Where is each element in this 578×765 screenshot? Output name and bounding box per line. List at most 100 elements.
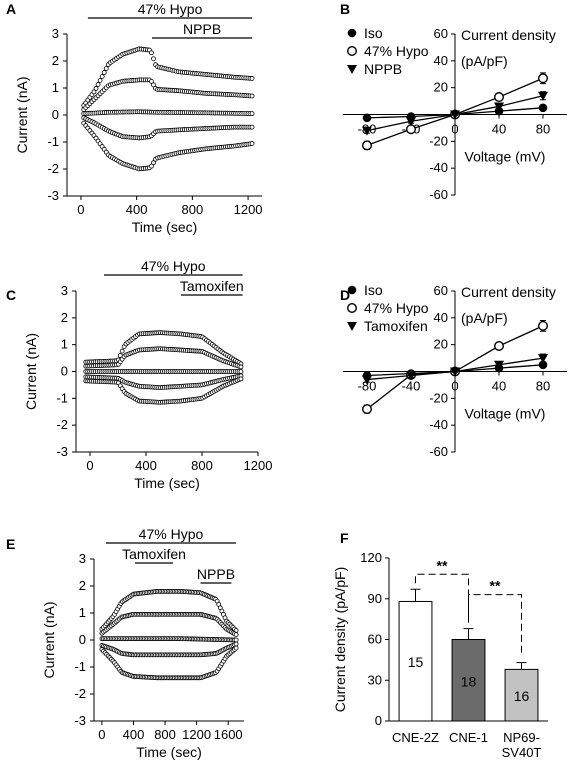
- x-tick-label: 0: [98, 727, 105, 742]
- legend-entry: Tamoxifen: [364, 318, 428, 334]
- data-point: [347, 285, 357, 295]
- data-point: [406, 124, 417, 135]
- y-tick-label: -20: [429, 133, 448, 148]
- x-axis-label: Voltage (mV): [465, 149, 546, 165]
- x-tick-label: 1200: [244, 458, 273, 473]
- x-tick-label: 800: [154, 727, 176, 742]
- trace-point: [249, 124, 255, 130]
- trace-point: [238, 369, 244, 374]
- trace-point: [119, 348, 125, 354]
- y-tick-label: -2: [56, 417, 68, 432]
- legend-entry: 47% Hypo: [364, 43, 429, 59]
- x-tick-label: 0: [86, 458, 93, 473]
- trace-point: [93, 86, 99, 91]
- panel-label-E: E: [6, 536, 15, 552]
- y-tick-label: 60: [434, 283, 448, 298]
- x-tick-label: -80: [358, 379, 377, 394]
- y-tick-label: 2: [61, 310, 68, 325]
- trace-point: [233, 641, 239, 647]
- bar: [398, 600, 433, 722]
- y-tick-label: -1: [74, 659, 86, 674]
- x-axis-label: Time (sec): [132, 219, 198, 235]
- x-axis-label: Time (sec): [136, 744, 202, 760]
- data-point: [362, 113, 372, 123]
- y-tick-label: -60: [429, 444, 448, 459]
- x-tick-label: 80: [536, 379, 550, 394]
- data-point: [494, 360, 504, 370]
- y-tick-label: -40: [429, 160, 448, 175]
- trace-point: [151, 160, 156, 166]
- legend-entry: Iso: [364, 25, 383, 41]
- y-tick-label: 90: [368, 591, 382, 606]
- x-tick-label: 40: [492, 379, 506, 394]
- trace-point: [151, 56, 156, 62]
- treatment-label: 47% Hypo: [138, 1, 203, 17]
- y-tick-label: -20: [429, 390, 448, 405]
- treatment-label: Tamoxifen: [122, 546, 186, 562]
- data-point: [538, 354, 548, 364]
- trace-point: [249, 141, 255, 146]
- data-point: [347, 65, 357, 74]
- panel-label-F: F: [340, 530, 349, 546]
- trace-point: [151, 82, 156, 88]
- y-tick-label: 120: [360, 550, 382, 565]
- treatment-label: NPPB: [183, 21, 221, 37]
- y-tick-label: 1: [61, 337, 68, 352]
- y-tick-label: 3: [52, 26, 59, 41]
- trace-point: [249, 111, 255, 117]
- treatment-label: 47% Hypo: [141, 258, 206, 274]
- trace-point: [249, 93, 255, 99]
- x-axis-label: Voltage (mV): [465, 406, 546, 422]
- data-point: [347, 28, 357, 38]
- y-tick-label: 20: [434, 80, 448, 95]
- data-point: [538, 103, 548, 113]
- x-tick-label: 1600: [214, 727, 243, 742]
- y-tick-label: 3: [79, 551, 86, 566]
- bar: [504, 668, 539, 722]
- data-point: [538, 91, 548, 101]
- data-point: [538, 320, 549, 331]
- data-point: [450, 367, 460, 377]
- trace-point: [149, 163, 154, 169]
- data-point: [362, 140, 373, 151]
- x-category-label: CNE-1: [449, 730, 488, 745]
- significance-label: **: [437, 557, 448, 573]
- significance-bracket: [468, 594, 522, 657]
- data-point: [450, 110, 460, 120]
- x-tick-label: 400: [135, 458, 157, 473]
- y-tick-label: -3: [56, 444, 68, 459]
- chart-panel-A: -3 -2 -1 0 1 2 3 0 400 800 1200 Time (sec) Current (…: [14, 1, 263, 235]
- chart-panel-E: -3 -2 -1 0 1 2 3 0 400 800 1200 1600 Time (sec) Curre…: [41, 526, 244, 760]
- y-axis-label: Current density (pA/pF): [332, 567, 348, 713]
- y-tick-label: -1: [56, 390, 68, 405]
- trace-point: [97, 78, 103, 83]
- data-point: [406, 371, 416, 381]
- y-tick-label: 0: [375, 713, 382, 728]
- y-tick-label: -3: [47, 188, 59, 203]
- y-tick-label: 40: [434, 53, 448, 68]
- trace-point: [233, 637, 239, 643]
- trace-point: [99, 74, 105, 79]
- bar-n-label: 16: [514, 688, 530, 704]
- y-tick-label: 60: [434, 26, 448, 41]
- x-tick-label: 1200: [234, 202, 263, 217]
- treatment-label: NPPB: [197, 566, 235, 582]
- trace-point: [149, 50, 154, 56]
- y-tick-label: -2: [74, 686, 86, 701]
- y-tick-label: 3: [61, 283, 68, 298]
- trace-point: [233, 632, 239, 637]
- y-tick-label: 30: [368, 672, 382, 687]
- data-point: [494, 102, 504, 112]
- y-axis-label: Current (nA): [14, 76, 30, 153]
- data-point: [538, 73, 549, 84]
- x-tick-label: 0: [451, 379, 458, 394]
- data-point: [494, 341, 505, 352]
- bar-n-label: 15: [408, 654, 424, 670]
- treatment-label: 47% Hypo: [139, 526, 204, 542]
- x-tick-label: 800: [182, 202, 204, 217]
- data-point: [406, 117, 416, 127]
- y-tick-label: 2: [52, 53, 59, 68]
- y-tick-label: 2: [79, 578, 86, 593]
- trace-point: [238, 364, 244, 370]
- y-tick-label: -2: [47, 161, 59, 176]
